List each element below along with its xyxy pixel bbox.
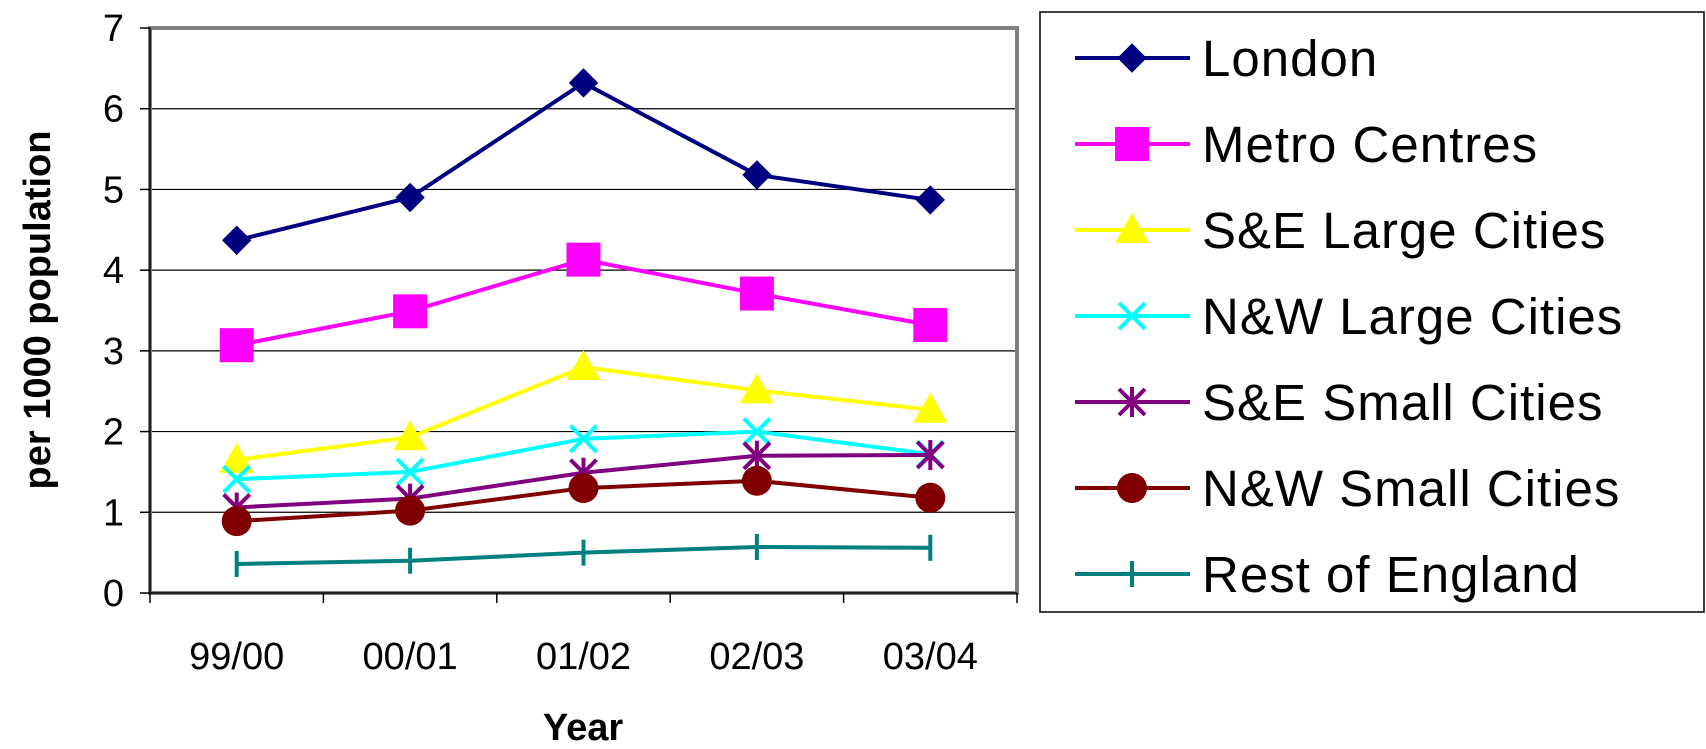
data-point-metro-centres-1 xyxy=(393,294,428,329)
data-point-nandw-small-cities-1 xyxy=(395,495,426,526)
series-line-london xyxy=(236,80,931,243)
data-point-nandw-large-cities-0 xyxy=(222,464,252,494)
data-point-metro-centres-4 xyxy=(913,308,948,343)
legend-item-sande-large-cities: S&E Large Cities xyxy=(1075,202,1606,259)
legend-item-sande-small-cities: S&E Small Cities xyxy=(1075,374,1603,431)
x-tick-labels: 99/00 00/01 01/02 02/03 03/04 xyxy=(189,636,978,678)
x-tick-label-3: 02/03 xyxy=(709,636,804,678)
x-tick-label-0: 99/00 xyxy=(189,636,284,678)
data-point-nandw-small-cities-3 xyxy=(741,465,772,496)
data-point-nandw-small-cities-0 xyxy=(221,506,252,537)
legend-label-metro-centres: Metro Centres xyxy=(1202,116,1538,173)
data-point-sande-small-cities-4 xyxy=(915,439,945,470)
data-point-sande-large-cities-4 xyxy=(913,392,948,423)
data-point-london-3 xyxy=(742,160,772,190)
data-point-nandw-small-cities-2 xyxy=(568,473,599,504)
data-point-sande-large-cities-3 xyxy=(739,373,774,404)
series-london xyxy=(221,68,946,255)
plot-area-border xyxy=(148,26,1019,595)
legend-item-nandw-large-cities: N&W Large Cities xyxy=(1075,288,1623,345)
series-metro-centres xyxy=(219,242,948,363)
data-point-nandw-large-cities-2 xyxy=(569,424,598,454)
legend: London Metro Centres S&E Large Cities N&W L… xyxy=(1039,11,1705,613)
data-point-london-4 xyxy=(915,185,946,215)
series-sande-large-cities xyxy=(219,350,948,473)
y-tick-label-4: 4 xyxy=(103,250,124,292)
series-rest-of-england xyxy=(234,533,933,577)
legend-marker-nandw-large-cities xyxy=(1117,301,1147,331)
x-axis-title: Year xyxy=(543,707,624,749)
data-point-metro-centres-3 xyxy=(739,276,774,311)
y-tick-label-6: 6 xyxy=(103,89,124,131)
legend-marker-sande-large-cities xyxy=(1115,213,1149,243)
legend-item-nandw-small-cities: N&W Small Cities xyxy=(1075,460,1620,517)
y-tick-label-0: 0 xyxy=(103,573,124,615)
y-axis-title: per 1000 population xyxy=(17,131,59,490)
x-tick-label-4: 03/04 xyxy=(883,636,978,678)
series-line-sande-large-cities xyxy=(236,364,931,462)
legend-marker-london xyxy=(1117,43,1147,73)
series-nandw-small-cities xyxy=(221,465,946,537)
data-point-nandw-small-cities-4 xyxy=(915,482,946,513)
legend-label-nandw-large-cities: N&W Large Cities xyxy=(1202,288,1623,345)
axes xyxy=(140,27,1018,603)
data-point-nandw-large-cities-1 xyxy=(395,457,425,487)
y-tick-label-1: 1 xyxy=(103,492,124,534)
x-tick-label-1: 00/01 xyxy=(363,636,458,678)
series-group xyxy=(219,68,948,577)
legend-label-nandw-small-cities: N&W Small Cities xyxy=(1202,460,1620,517)
data-point-london-0 xyxy=(221,225,252,255)
y-tick-label-7: 7 xyxy=(103,8,124,50)
legend-item-rest-of-england: Rest of England xyxy=(1075,546,1580,603)
data-point-metro-centres-2 xyxy=(566,242,601,277)
data-point-sande-small-cities-3 xyxy=(742,440,772,471)
data-point-sande-large-cities-2 xyxy=(566,350,601,380)
data-point-nandw-large-cities-3 xyxy=(742,417,772,446)
legend-marker-nandw-small-cities xyxy=(1117,473,1147,503)
legend-border xyxy=(1039,11,1705,613)
data-point-sande-large-cities-1 xyxy=(393,420,428,451)
x-tick-label-2: 01/02 xyxy=(536,636,631,678)
legend-marker-metro-centres xyxy=(1115,127,1149,161)
data-point-sande-large-cities-0 xyxy=(219,442,254,473)
legend-label-sande-small-cities: S&E Small Cities xyxy=(1202,374,1603,431)
gridlines xyxy=(150,108,1017,513)
data-point-london-1 xyxy=(395,182,425,213)
legend-label-sande-large-cities: S&E Large Cities xyxy=(1202,202,1606,259)
y-tick-label-3: 3 xyxy=(103,331,124,373)
legend-item-metro-centres: Metro Centres xyxy=(1075,116,1538,173)
legend-label-rest-of-england: Rest of England xyxy=(1202,546,1580,603)
y-tick-label-2: 2 xyxy=(103,412,124,454)
y-tick-label-5: 5 xyxy=(103,169,124,211)
legend-item-london: London xyxy=(1075,30,1378,87)
data-point-metro-centres-0 xyxy=(219,328,254,363)
data-point-london-2 xyxy=(568,68,599,98)
legend-marker-sande-small-cities xyxy=(1117,387,1147,417)
y-tick-labels: 0 1 2 3 4 5 6 7 xyxy=(103,8,124,615)
legend-label-london: London xyxy=(1202,30,1378,87)
